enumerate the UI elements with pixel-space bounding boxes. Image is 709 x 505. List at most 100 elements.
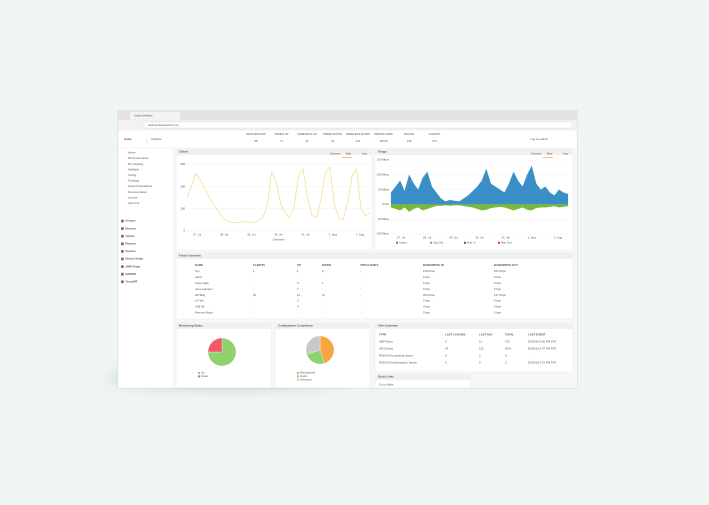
- nav-subitem[interactable]: License: [128, 195, 138, 199]
- table-cell[interactable]: RADIUS Authentication Issues: [379, 361, 417, 365]
- status-value[interactable]: 121: [356, 139, 361, 143]
- table-cell: -: [360, 293, 361, 297]
- x-tick-label: 31. Jul: [502, 236, 511, 240]
- column-header: BANDWIDTH IN: [423, 263, 444, 267]
- table-cell: -: [322, 275, 323, 279]
- x-tick-label: 1. Aug: [528, 236, 536, 240]
- table-cell[interactable]: IoT lab: [195, 299, 204, 303]
- table-cell: 2: [297, 299, 299, 303]
- chart-tab[interactable]: Avg: [362, 152, 367, 156]
- url: www.arubanetworks.com: [148, 123, 180, 127]
- legend-swatch: [198, 375, 200, 378]
- quick-link[interactable]: Go to folder: [379, 383, 394, 387]
- nav-section[interactable]: Reports: [126, 242, 137, 246]
- table-cell: 24: [445, 347, 449, 351]
- panel: [374, 322, 574, 373]
- x-tick-label: 28. Jul: [220, 233, 229, 237]
- nav-icon: [121, 250, 124, 253]
- table-cell: 12: [479, 340, 483, 344]
- tab[interactable]: [130, 112, 180, 120]
- x-tick-label: 2. Aug: [356, 233, 364, 237]
- table-cell: 37: [322, 293, 326, 297]
- panel-header: [176, 253, 573, 259]
- status-value[interactable]: 58: [254, 139, 258, 143]
- table-cell[interactable]: RADIUS Accounting Issues: [379, 354, 413, 358]
- chart-tab[interactable]: Avg: [563, 152, 568, 156]
- panel-header: [375, 323, 573, 329]
- status-value[interactable]: 31: [305, 139, 309, 143]
- status-label[interactable]: MISMATCHED: [374, 132, 393, 136]
- table-cell[interactable]: aaron: [195, 275, 203, 279]
- table-cell: -: [253, 311, 254, 315]
- nav-section[interactable]: AMP Setup: [126, 264, 141, 268]
- chart-tab[interactable]: Sources: [330, 152, 341, 156]
- nav-section[interactable]: System: [126, 249, 136, 253]
- status-label[interactable]: WIRELESS DOWN: [346, 132, 370, 136]
- status-label[interactable]: WIRELESS UP: [297, 132, 316, 136]
- table-cell[interactable]: Top: [195, 269, 200, 273]
- chart-tab[interactable]: Sources: [531, 152, 542, 156]
- status-value[interactable]: 71: [280, 139, 284, 143]
- nav-subitem[interactable]: Documentation: [128, 190, 147, 194]
- legend-entry: Mismatched: [300, 371, 316, 375]
- legend-entry: Down: [201, 374, 209, 378]
- chart-tab[interactable]: Max: [346, 152, 352, 156]
- status-label[interactable]: WIRED UP: [275, 132, 289, 136]
- legend-swatch: [396, 241, 398, 244]
- table-cell: 4: [297, 305, 299, 309]
- table-cell[interactable]: AMP Alerts: [379, 340, 393, 344]
- url-field[interactable]: [143, 121, 573, 129]
- nav-subitem[interactable]: AirMatch: [128, 167, 139, 171]
- legend-entry: Up: [201, 371, 205, 375]
- table-cell[interactable]: Cisco Agile: [195, 281, 209, 285]
- table-cell: 0 bps: [423, 287, 430, 291]
- status-value[interactable]: 133: [407, 139, 412, 143]
- status-label[interactable]: ROGUE: [404, 132, 414, 136]
- status-value[interactable]: 41: [331, 139, 335, 143]
- nav-subitem[interactable]: Topology: [128, 179, 140, 183]
- table-cell[interactable]: HP Bldg: [195, 293, 206, 297]
- y-tick-label: 0: [183, 229, 185, 233]
- status-value[interactable]: 371: [432, 139, 437, 143]
- nav-subitem[interactable]: Config: [128, 173, 137, 177]
- table-cell: -: [360, 299, 361, 303]
- chart-tab[interactable]: Max: [547, 152, 553, 156]
- user[interactable]: Log out admin: [530, 137, 548, 141]
- nav-home[interactable]: Home: [128, 151, 136, 155]
- panel-title: Clients: [179, 150, 189, 154]
- table-cell: 3: [505, 361, 507, 365]
- status-label[interactable]: CLIENTS: [429, 132, 441, 136]
- status-label[interactable]: WIRED DOWN: [323, 132, 342, 136]
- nav-subitem[interactable]: RF Capacity: [128, 162, 144, 166]
- nav-section[interactable]: Clients: [126, 234, 136, 238]
- panel-title: Folder Overview: [179, 254, 202, 258]
- nav-subitem[interactable]: Network Deviations: [128, 184, 153, 188]
- legend-entry: Avg In: [399, 241, 407, 245]
- table-cell: 0 bps: [494, 281, 501, 285]
- table-cell: 1: [253, 269, 255, 273]
- x-tick-label: 27. Jul: [397, 236, 406, 240]
- table-cell[interactable]: IDS Events: [379, 347, 394, 351]
- table-cell: -: [360, 269, 361, 273]
- table-cell[interactable]: Remote Hosts: [195, 311, 213, 315]
- table-cell[interactable]: cisco-partners: [195, 287, 213, 291]
- nav-section[interactable]: Groups: [126, 219, 136, 223]
- nav-section[interactable]: Device Setup: [126, 257, 144, 261]
- nav-subitem[interactable]: RF Performance: [128, 156, 149, 160]
- column-header: TOTAL: [505, 333, 514, 337]
- y-tick-label: 50 Mbps: [378, 187, 389, 191]
- table-cell[interactable]: LAB 99: [195, 305, 205, 309]
- table-cell: 0: [479, 354, 481, 358]
- nav-section[interactable]: VisualRF: [126, 280, 138, 284]
- pie-slice: [207, 337, 223, 353]
- legend-entry: Max Out: [501, 241, 512, 245]
- nav-section[interactable]: RAPIDS: [126, 272, 137, 276]
- status-value[interactable]: 30726: [380, 139, 388, 143]
- nav-section[interactable]: Devices: [126, 226, 137, 230]
- status-label[interactable]: NEW DEVICES: [246, 132, 266, 136]
- legend-swatch: [198, 372, 200, 374]
- x-tick-label: 27. Jul: [193, 233, 202, 237]
- nav-subitem[interactable]: User Info: [128, 201, 140, 205]
- column-header: NAME: [195, 263, 203, 267]
